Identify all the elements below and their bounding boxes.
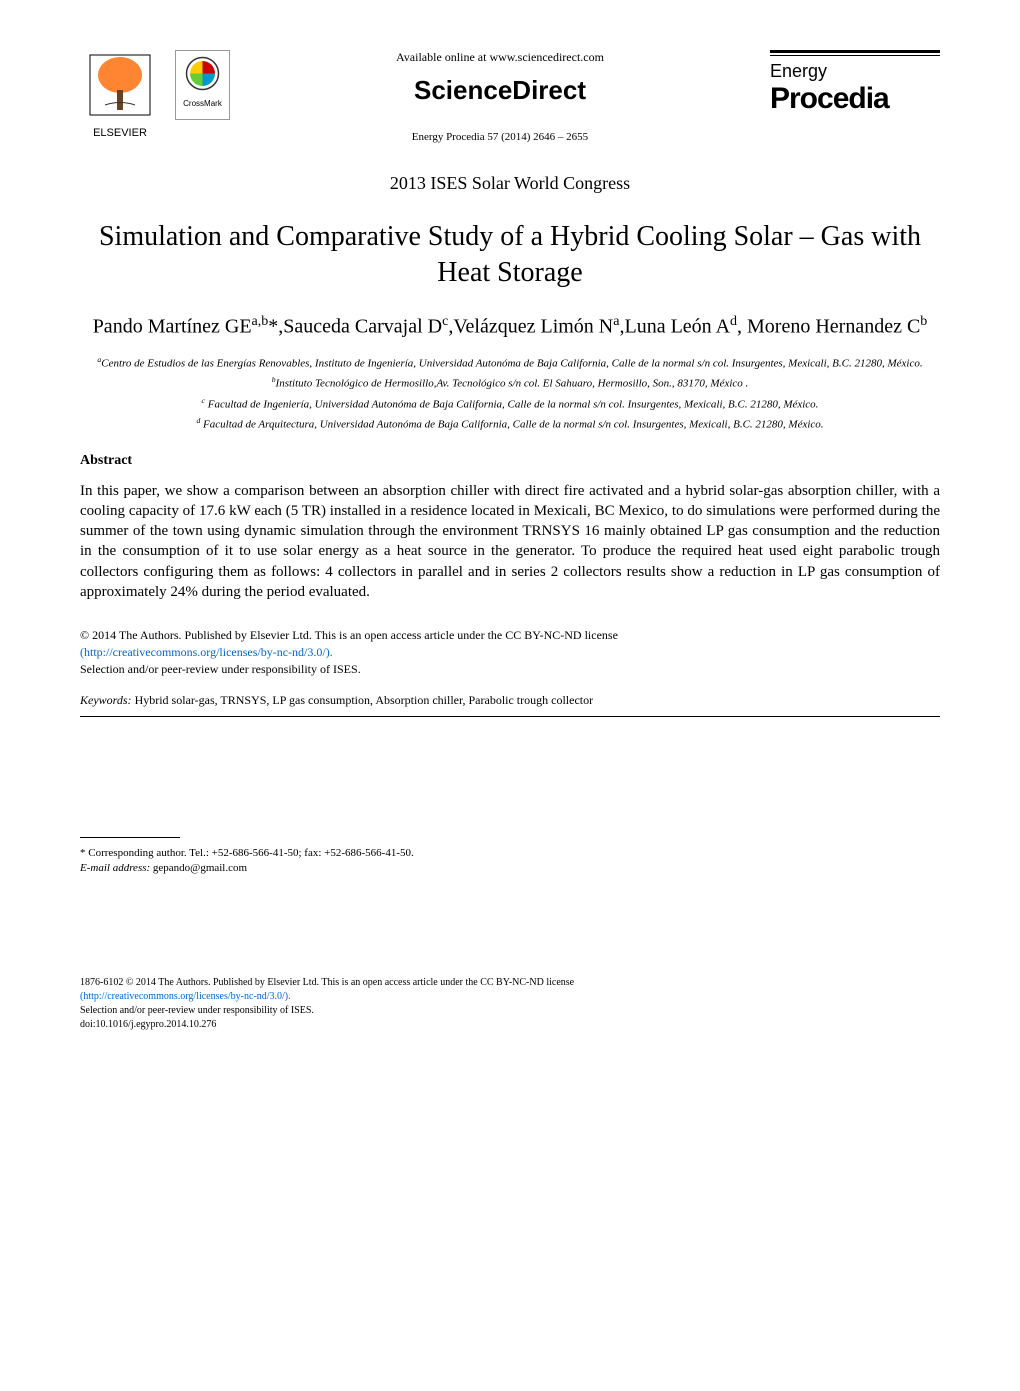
sciencedirect-logo: ScienceDirect (250, 75, 750, 106)
keywords-label: Keywords: (80, 693, 132, 707)
author-5-sup: b (920, 314, 927, 329)
license-line1: © 2014 The Authors. Published by Elsevie… (80, 628, 618, 642)
corresponding-block: * Corresponding author. Tel.: +52-686-56… (80, 846, 940, 877)
author-4: ,Luna León A (619, 315, 730, 337)
congress-title: 2013 ISES Solar World Congress (80, 173, 940, 194)
crossmark-badge[interactable]: CrossMark (175, 50, 230, 120)
author-4-sup: d (730, 314, 737, 329)
keywords-text: Hybrid solar-gas, TRNSYS, LP gas consump… (132, 693, 594, 707)
authors-list: Pando Martínez GEa,b*,Sauceda Carvajal D… (80, 312, 940, 341)
author-3: ,Velázquez Limón N (448, 315, 613, 337)
affiliation-b: bInstituto Tecnológico de Hermosillo,Av.… (80, 375, 940, 392)
affiliation-b-text: Instituto Tecnológico de Hermosillo,Av. … (276, 378, 749, 390)
license-link[interactable]: (http://creativecommons.org/licenses/by-… (80, 645, 333, 659)
keywords-row: Keywords: Hybrid solar-gas, TRNSYS, LP g… (80, 693, 940, 708)
affiliation-d: d Facultad de Arquitectura, Universidad … (80, 416, 940, 433)
footer-link[interactable]: (http://creativecommons.org/licenses/by-… (80, 990, 940, 1004)
affiliation-c: c Facultad de Ingeniería, Universidad Au… (80, 396, 940, 413)
affiliation-c-text: Facultad de Ingeniería, Universidad Auto… (205, 398, 818, 410)
affiliation-a: aCentro de Estudios de las Energías Reno… (80, 355, 940, 372)
author-5: , Moreno Hernandez C (737, 315, 920, 337)
journal-rule-thin (770, 55, 940, 56)
email-address: gepando@gmail.com (150, 862, 247, 874)
author-2: ,Sauceda Carvajal D (278, 315, 442, 337)
crossmark-icon (185, 56, 220, 91)
license-line2: Selection and/or peer-review under respo… (80, 662, 361, 676)
corresponding-rule (80, 837, 180, 838)
journal-rule-thick (770, 50, 940, 53)
author-1-sup: a,b (252, 314, 269, 329)
corresponding-email-row: E-mail address: gepando@gmail.com (80, 861, 940, 876)
crossmark-label: CrossMark (178, 99, 227, 108)
journal-name-procedia: Procedia (770, 82, 940, 116)
journal-logo: Energy Procedia (770, 50, 940, 116)
abstract-heading: Abstract (80, 453, 940, 469)
abstract-text: In this paper, we show a comparison betw… (80, 481, 940, 603)
citation-text: Energy Procedia 57 (2014) 2646 – 2655 (250, 131, 750, 143)
journal-name-energy: Energy (770, 61, 940, 82)
author-1: Pando Martínez GE (93, 315, 252, 337)
keywords-rule (80, 716, 940, 717)
footer-doi: doi:10.1016/j.egypro.2014.10.276 (80, 1018, 940, 1032)
paper-title: Simulation and Comparative Study of a Hy… (80, 219, 940, 292)
footer-block: 1876-6102 © 2014 The Authors. Published … (80, 976, 940, 1032)
corresponding-line1: * Corresponding author. Tel.: +52-686-56… (80, 846, 940, 861)
affiliation-d-text: Facultad de Arquitectura, Universidad Au… (200, 418, 823, 430)
left-logos: ELSEVIER CrossMark (80, 50, 230, 140)
elsevier-logo: ELSEVIER (80, 50, 160, 140)
elsevier-label: ELSEVIER (80, 127, 160, 139)
center-header: Available online at www.sciencedirect.co… (230, 50, 770, 143)
affiliation-a-text: Centro de Estudios de las Energías Renov… (101, 358, 922, 370)
author-asterisk: * (268, 315, 278, 337)
email-label: E-mail address: (80, 862, 150, 874)
license-block: © 2014 The Authors. Published by Elsevie… (80, 627, 940, 677)
available-online-text: Available online at www.sciencedirect.co… (250, 50, 750, 65)
elsevier-tree-icon (85, 50, 155, 120)
footer-issn: 1876-6102 © 2014 The Authors. Published … (80, 976, 940, 990)
header-row: ELSEVIER CrossMark Available online at w… (80, 50, 940, 143)
footer-selection: Selection and/or peer-review under respo… (80, 1004, 940, 1018)
